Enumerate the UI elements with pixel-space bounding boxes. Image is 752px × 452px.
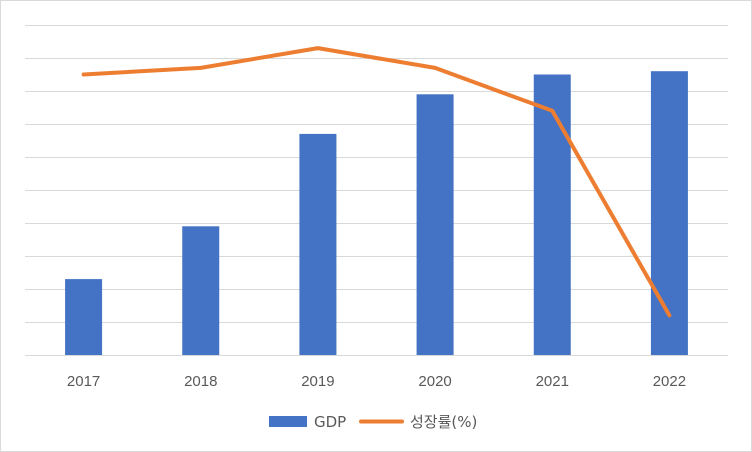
legend-label-gdp: GDP bbox=[314, 413, 346, 431]
bar-gdp-2018 bbox=[182, 226, 220, 355]
bar-gdp-2019 bbox=[299, 133, 337, 355]
bar-gdp-2020 bbox=[416, 94, 454, 356]
legend-swatch-gdp bbox=[269, 416, 307, 427]
bar-gdp-2021 bbox=[533, 74, 571, 355]
bar-gdp-2017 bbox=[65, 279, 103, 355]
bar-gdp-2022 bbox=[650, 71, 688, 355]
x-tick-label: 2017 bbox=[67, 373, 100, 390]
legend-label-growth: 성장률(%) bbox=[410, 413, 477, 431]
x-tick-label: 2022 bbox=[653, 373, 686, 390]
x-tick-label: 2021 bbox=[536, 373, 569, 390]
x-tick-label: 2019 bbox=[301, 373, 334, 390]
legend: GDP 성장률(%) bbox=[269, 413, 477, 431]
bar-layer bbox=[65, 71, 688, 356]
line-layer bbox=[81, 46, 672, 318]
axis-layer: 2017 2018 2019 2020 2021 2022 bbox=[25, 355, 728, 390]
x-tick-label: 2018 bbox=[184, 373, 217, 390]
x-tick-label: 2020 bbox=[418, 373, 451, 390]
line-growth-rate bbox=[81, 46, 672, 318]
